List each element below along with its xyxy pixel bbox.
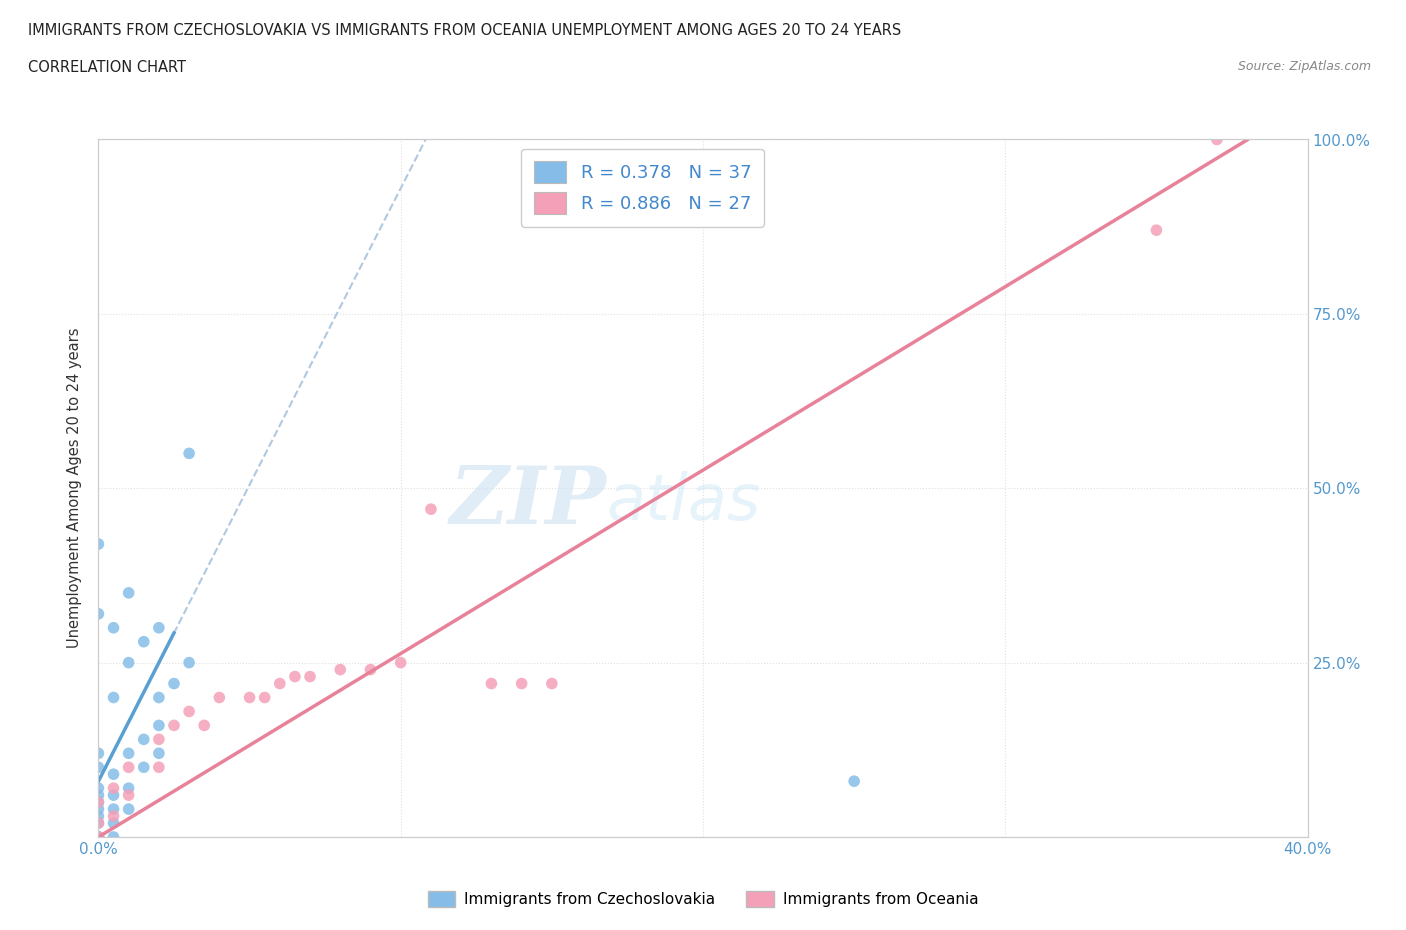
Point: [179, 704, 201, 719]
Point: [87, 781, 110, 796]
Point: [118, 760, 141, 775]
Point: [132, 732, 155, 747]
Point: [540, 676, 562, 691]
Point: [1206, 132, 1229, 147]
Legend: R = 0.378   N = 37, R = 0.886   N = 27: R = 0.378 N = 37, R = 0.886 N = 27: [522, 149, 763, 227]
Point: [103, 816, 125, 830]
Legend: Immigrants from Czechoslovakia, Immigrants from Oceania: Immigrants from Czechoslovakia, Immigran…: [422, 884, 984, 913]
Point: [148, 746, 170, 761]
Point: [103, 620, 125, 635]
Point: [420, 502, 443, 517]
Point: [87, 830, 110, 844]
Point: [148, 760, 170, 775]
Point: [329, 662, 352, 677]
Text: ZIP: ZIP: [450, 463, 606, 541]
Point: [132, 634, 155, 649]
Text: IMMIGRANTS FROM CZECHOSLOVAKIA VS IMMIGRANTS FROM OCEANIA UNEMPLOYMENT AMONG AGE: IMMIGRANTS FROM CZECHOSLOVAKIA VS IMMIGR…: [28, 23, 901, 38]
Point: [510, 676, 533, 691]
Point: [103, 809, 125, 824]
Point: [299, 670, 322, 684]
Point: [239, 690, 262, 705]
Point: [1144, 223, 1167, 238]
Text: Source: ZipAtlas.com: Source: ZipAtlas.com: [1237, 60, 1371, 73]
Point: [87, 746, 110, 761]
Point: [253, 690, 276, 705]
Point: [103, 781, 125, 796]
Point: [103, 830, 125, 844]
Point: [87, 606, 110, 621]
Point: [132, 760, 155, 775]
Point: [118, 656, 141, 671]
Point: [103, 690, 125, 705]
Point: [163, 676, 186, 691]
Point: [481, 676, 503, 691]
Point: [360, 662, 382, 677]
Point: [87, 794, 110, 809]
Text: CORRELATION CHART: CORRELATION CHART: [28, 60, 186, 75]
Point: [179, 445, 201, 460]
Point: [118, 746, 141, 761]
Point: [148, 620, 170, 635]
Point: [87, 830, 110, 844]
Point: [87, 809, 110, 824]
Point: [148, 690, 170, 705]
Point: [103, 802, 125, 817]
Point: [148, 732, 170, 747]
Point: [148, 718, 170, 733]
Point: [193, 718, 215, 733]
Point: [87, 794, 110, 809]
Point: [118, 788, 141, 803]
Point: [87, 816, 110, 830]
Point: [103, 788, 125, 803]
Point: [87, 760, 110, 775]
Point: [118, 802, 141, 817]
Point: [118, 781, 141, 796]
Point: [269, 676, 291, 691]
Point: [208, 690, 231, 705]
Point: [163, 718, 186, 733]
Y-axis label: Unemployment Among Ages 20 to 24 years: Unemployment Among Ages 20 to 24 years: [67, 328, 83, 648]
Point: [844, 774, 866, 789]
Point: [87, 802, 110, 817]
Point: [284, 670, 307, 684]
Point: [87, 537, 110, 551]
Point: [103, 766, 125, 781]
Point: [179, 656, 201, 671]
Point: [87, 830, 110, 844]
Point: [87, 816, 110, 830]
Text: atlas: atlas: [606, 472, 761, 533]
Point: [389, 656, 412, 671]
Point: [118, 586, 141, 601]
Point: [87, 830, 110, 844]
Point: [87, 788, 110, 803]
Point: [87, 830, 110, 844]
